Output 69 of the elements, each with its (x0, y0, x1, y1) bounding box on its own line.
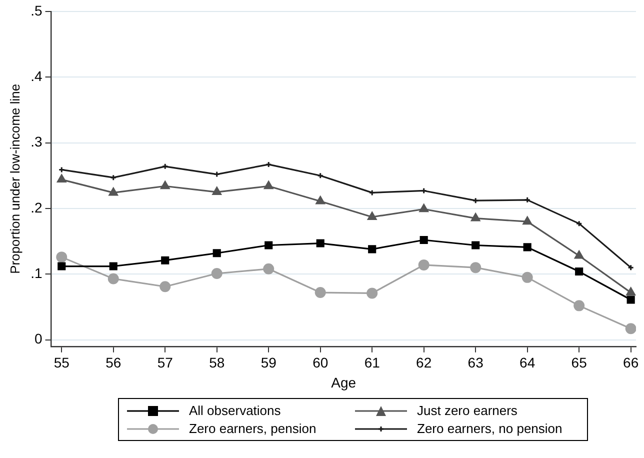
point (264, 241, 273, 250)
point (523, 243, 532, 252)
point (316, 239, 324, 248)
point (575, 267, 584, 276)
point (264, 180, 274, 190)
point (626, 296, 635, 304)
point (212, 249, 221, 258)
point (110, 174, 117, 181)
x-tick-label: 61 (364, 354, 380, 371)
point (472, 241, 480, 250)
point (470, 262, 482, 274)
x-tick-label: 56 (106, 354, 122, 371)
point (368, 245, 376, 254)
y-tick-label: .2 (30, 199, 42, 216)
point (265, 161, 272, 168)
point (211, 268, 222, 279)
x-tick-label: 64 (520, 354, 536, 371)
point (160, 281, 171, 292)
point (162, 163, 168, 170)
x-axis-title: Age (331, 374, 356, 390)
y-tick-label: .5 (30, 2, 42, 18)
point (161, 256, 170, 264)
point (420, 236, 428, 244)
point (366, 288, 378, 299)
point (160, 180, 170, 190)
point (574, 250, 584, 259)
point (56, 174, 66, 183)
point (108, 273, 119, 284)
y-tick-label: .3 (30, 134, 42, 150)
point (522, 216, 532, 225)
x-tick-label: 63 (468, 354, 484, 371)
y-axis-title: Proportion under low-income line (7, 84, 22, 274)
point (263, 263, 274, 274)
legend-label: Zero earners, no pension (417, 421, 562, 436)
x-tick-label: 66 (623, 354, 639, 371)
point (109, 262, 118, 270)
x-tick-label: 58 (209, 354, 225, 371)
y-tick-label: 0 (34, 330, 42, 347)
point (314, 287, 326, 298)
legend-label: Zero earners, pension (189, 421, 316, 436)
point (212, 186, 222, 196)
point (214, 171, 220, 178)
point (418, 259, 430, 270)
x-tick-label: 55 (54, 354, 70, 371)
point (58, 262, 66, 270)
point (108, 187, 118, 196)
x-tick-label: 65 (571, 354, 588, 371)
point (625, 323, 636, 334)
point (522, 272, 533, 283)
point (626, 287, 636, 296)
point (470, 212, 480, 222)
legend-label: Just zero earners (417, 403, 518, 418)
point (316, 196, 326, 204)
x-tick-label: 59 (260, 354, 277, 371)
point (524, 196, 531, 204)
point (368, 189, 376, 196)
y-tick-label: .1 (30, 265, 42, 282)
point (317, 172, 324, 179)
point (419, 204, 429, 212)
legend-label: All observations (189, 403, 281, 418)
x-tick-label: 62 (416, 354, 432, 371)
y-tick-label: .4 (30, 68, 42, 84)
point (472, 197, 479, 204)
point (367, 212, 377, 220)
x-tick-label: 60 (312, 354, 328, 371)
point (574, 300, 585, 312)
x-tick-label: 57 (157, 354, 174, 371)
point (576, 220, 582, 227)
point (56, 252, 68, 263)
